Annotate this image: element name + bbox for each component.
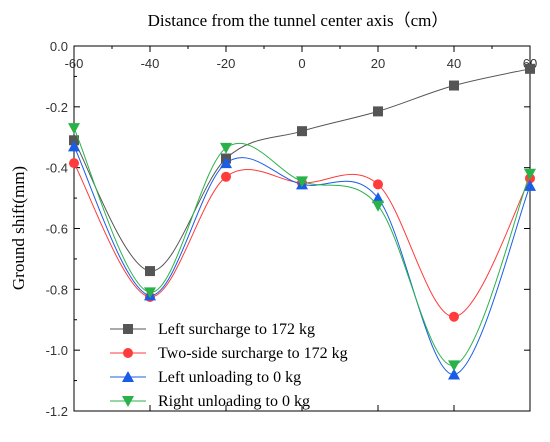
y-tick-label: -0.4 xyxy=(46,161,68,176)
data-point xyxy=(296,176,308,188)
data-point xyxy=(373,179,383,190)
legend-marker xyxy=(123,348,133,358)
y-tick-label: 0.0 xyxy=(50,39,68,54)
series-line xyxy=(73,68,531,272)
x-tick-label: 40 xyxy=(447,56,461,71)
y-tick-label: -1.2 xyxy=(46,404,68,419)
legend-label: Left unloading to 0 kg xyxy=(158,369,301,386)
x-tick-label: 0 xyxy=(298,56,305,71)
data-point xyxy=(525,63,535,74)
data-point xyxy=(145,266,155,277)
data-point xyxy=(69,158,79,169)
data-point xyxy=(297,126,307,137)
x-tick-label: -20 xyxy=(217,56,236,71)
data-point xyxy=(448,360,460,372)
data-point xyxy=(144,287,156,299)
data-point xyxy=(524,179,536,191)
y-tick-label: -1.0 xyxy=(46,343,68,358)
data-point xyxy=(372,200,384,212)
data-point xyxy=(449,311,459,322)
legend-marker xyxy=(122,396,134,407)
data-point xyxy=(373,106,383,117)
x-tick-label: -60 xyxy=(65,56,84,71)
legend-label: Right unloading to 0 kg xyxy=(158,393,310,410)
x-tick-label: -40 xyxy=(141,56,160,71)
data-point xyxy=(448,368,460,380)
data-point xyxy=(68,140,80,152)
data-point xyxy=(69,135,79,146)
data-point xyxy=(524,168,536,180)
axes: -60 -40 -20 0 20 40 600.0-0.2-0.4-0.6-0.8-1.0-… xyxy=(46,39,538,419)
legend-marker xyxy=(123,324,133,334)
legend-label: Left surcharge to 172 kg xyxy=(158,321,315,338)
legend-entry: Two-side surcharge to 172 kg xyxy=(110,345,348,362)
legend-entry: Left unloading to 0 kg xyxy=(110,369,301,386)
series-3 xyxy=(68,140,536,380)
y-axis-label: Ground shift(mm) xyxy=(9,166,28,290)
series-layer xyxy=(68,63,536,380)
data-point xyxy=(68,123,80,135)
data-point xyxy=(220,142,232,154)
x-tick-label: 20 xyxy=(371,56,385,71)
y-tick-label: -0.6 xyxy=(46,222,68,237)
data-point xyxy=(220,157,232,169)
legend-marker xyxy=(122,371,134,382)
legend-entry: Right unloading to 0 kg xyxy=(110,393,310,410)
data-point xyxy=(221,171,231,182)
legend-label: Two-side surcharge to 172 kg xyxy=(158,345,348,362)
y-tick-label: -0.2 xyxy=(46,100,68,115)
chart-title: Distance from the tunnel center axis（cm） xyxy=(148,11,449,30)
legend-entry: Left surcharge to 172 kg xyxy=(110,321,315,338)
series-4 xyxy=(68,123,536,372)
legend: Left surcharge to 172 kg Two-side surchar… xyxy=(110,321,348,410)
series-1 xyxy=(69,63,535,277)
y-tick-label: -0.8 xyxy=(46,282,68,297)
data-point xyxy=(372,192,384,204)
data-point xyxy=(449,80,459,91)
